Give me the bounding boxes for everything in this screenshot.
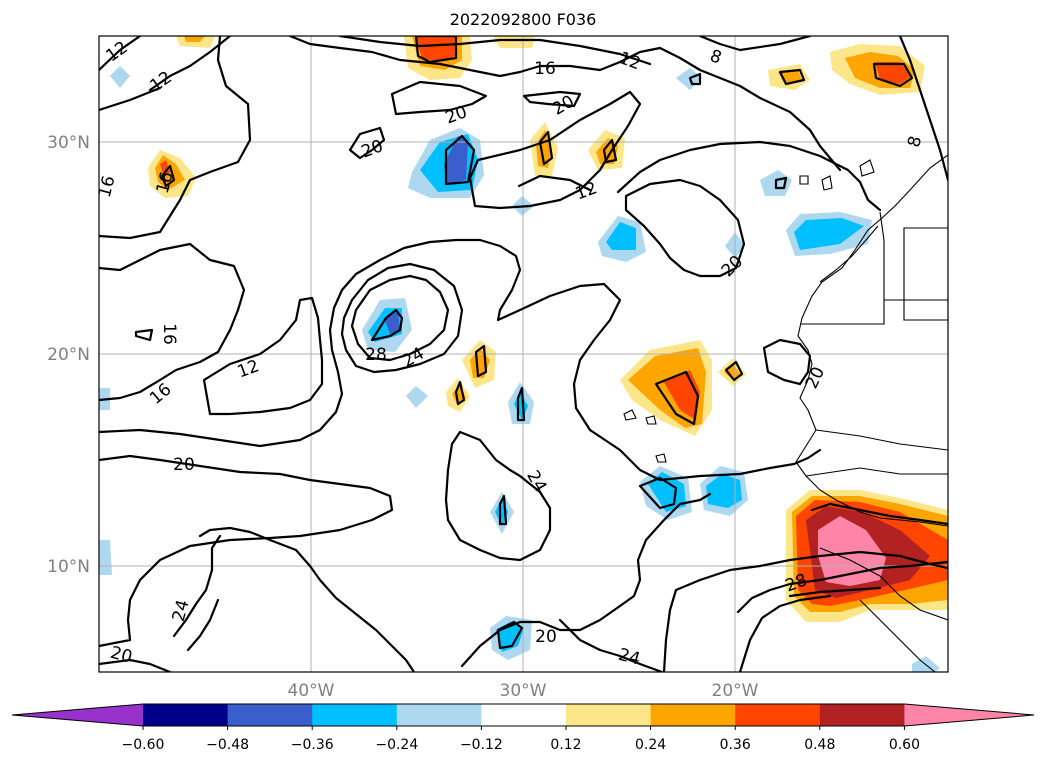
colorbar-segment (481, 704, 567, 726)
colorbar-tick-label: 0.36 (720, 737, 751, 753)
longitude-labels: 40°W 30°W 20°W (288, 681, 759, 701)
colorbar-tick-label: 0.12 (550, 737, 581, 753)
map-area: 12 12 16 12 8 20 20 20 16 16 12 8 16 20 … (95, 36, 948, 672)
colorbar-segment (566, 704, 652, 726)
contour-label: 16 (95, 174, 120, 200)
lon-label-40w: 40°W (288, 681, 335, 701)
contour-label: 20 (535, 627, 557, 647)
colorbar-segment (396, 704, 482, 726)
lat-label-30n: 30°N (47, 133, 90, 153)
colorbar-tick-label: 0.60 (889, 737, 920, 753)
colorbar: −0.60 −0.48 −0.36 −0.24 −0.12 0.12 0.24 0.36 0.4… (11, 703, 1035, 753)
map-title: 2022092800 F036 (450, 10, 597, 29)
coastlines (623, 154, 948, 672)
contour-label: 16 (159, 323, 179, 345)
colorbar-extend-max (904, 704, 1034, 726)
colorbar-tick-label: −0.36 (291, 737, 334, 753)
lon-label-30w: 30°W (500, 681, 547, 701)
colorbar-segment (819, 704, 905, 726)
colorbar-segment (143, 704, 229, 726)
lat-label-10n: 10°N (47, 557, 90, 577)
colorbar-tick-label: −0.12 (460, 737, 503, 753)
contour-label: 28 (365, 345, 387, 365)
contour-label: 16 (534, 59, 556, 79)
colorbar-segment (227, 704, 313, 726)
gridlines (99, 36, 948, 672)
colorbar-tick-label: −0.48 (206, 737, 249, 753)
colorbar-tick-label: −0.24 (375, 737, 418, 753)
colorbar-segment (735, 704, 821, 726)
lon-label-20w: 20°W (712, 681, 759, 701)
map-frame (98, 35, 949, 673)
latitude-labels: 30°N 20°N 10°N (47, 133, 90, 577)
lat-label-20n: 20°N (47, 345, 90, 365)
contour-label: 8 (904, 134, 926, 150)
colorbar-tick-label: 0.48 (804, 737, 835, 753)
colorbar-segment (312, 704, 398, 726)
colorbar-tick-label: −0.60 (122, 737, 165, 753)
colorbar-segment (650, 704, 736, 726)
contour-label: 20 (173, 455, 195, 475)
colorbar-tick-label: 0.24 (635, 737, 666, 753)
contour-lines (99, 36, 948, 672)
colorbar-extend-min (12, 704, 143, 726)
